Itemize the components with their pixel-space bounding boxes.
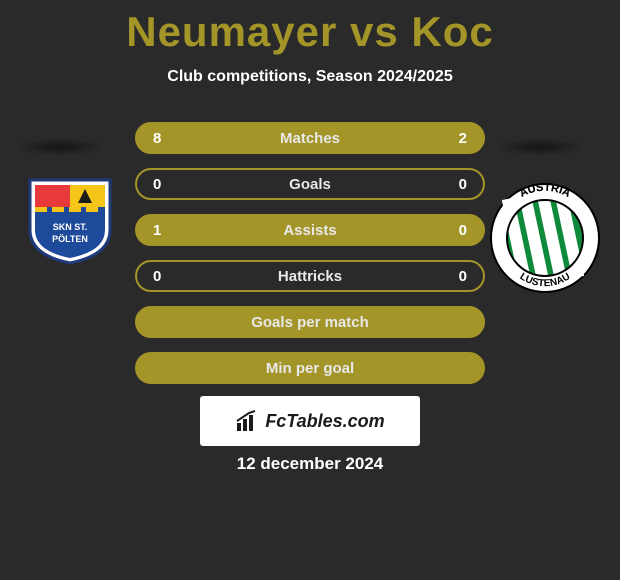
svg-text:SKN ST.: SKN ST. (53, 222, 88, 232)
club-badge-left: SKN ST. PÖLTEN (20, 175, 120, 265)
fctables-text: FcTables.com (265, 411, 384, 432)
stat-right-value: 2 (459, 130, 467, 147)
svg-text:PÖLTEN: PÖLTEN (52, 234, 88, 244)
player-shadow-left (15, 138, 105, 156)
stat-left-value: 1 (153, 222, 161, 239)
page-title: Neumayer vs Koc (0, 0, 620, 56)
stat-label: Min per goal (266, 360, 354, 377)
stat-left-value: 0 (153, 268, 161, 285)
stat-row-assists: 1 Assists 0 (135, 214, 485, 246)
stat-left-value: 0 (153, 176, 161, 193)
stat-label: Goals per match (251, 314, 369, 331)
club-badge-right: AUSTRIA AUSTRIA LUSTENAU (490, 178, 600, 298)
stat-row-goals: 0 Goals 0 (135, 168, 485, 200)
stats-container: 8 Matches 2 0 Goals 0 1 Assists 0 0 Hatt… (135, 122, 485, 398)
stat-right-value: 0 (459, 176, 467, 193)
stat-row-matches: 8 Matches 2 (135, 122, 485, 154)
stat-row-hattricks: 0 Hattricks 0 (135, 260, 485, 292)
stat-left-value: 8 (153, 130, 161, 147)
stat-label: Matches (280, 130, 340, 147)
fctables-logo[interactable]: FcTables.com (200, 396, 420, 446)
chart-icon (235, 409, 259, 433)
stat-label: Goals (289, 176, 331, 193)
stat-row-goals-per-match: Goals per match (135, 306, 485, 338)
date-text: 12 december 2024 (0, 454, 620, 474)
stat-right-value: 0 (459, 222, 467, 239)
stat-label: Hattricks (278, 268, 342, 285)
stat-right-value: 0 (459, 268, 467, 285)
page-subtitle: Club competitions, Season 2024/2025 (0, 68, 620, 86)
stat-label: Assists (283, 222, 336, 239)
stat-row-min-per-goal: Min per goal (135, 352, 485, 384)
player-shadow-right (495, 138, 585, 156)
